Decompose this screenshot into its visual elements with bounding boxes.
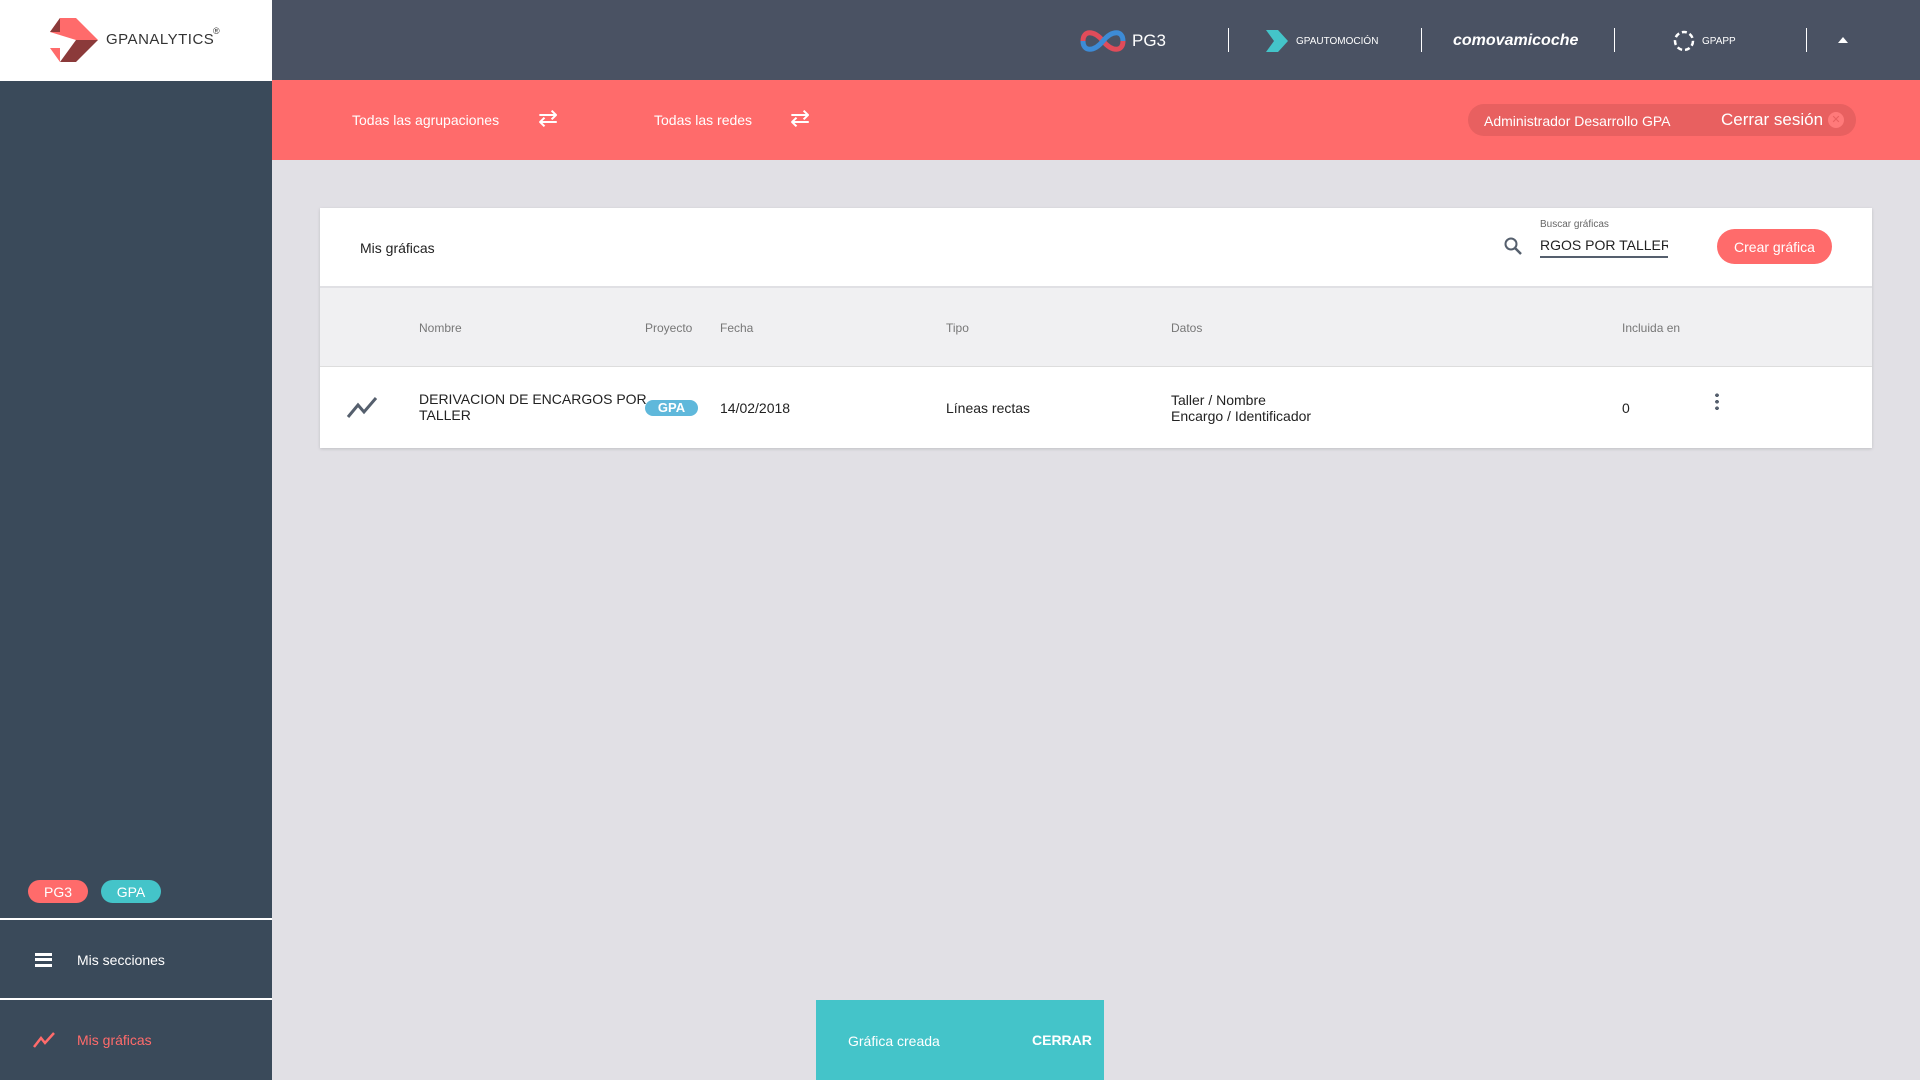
project-chip-gpa[interactable]: GPA [101, 880, 161, 903]
sidebar-item-label: Mis gráficas [77, 1032, 152, 1048]
brand-label: GPAUTOMOCIÓN [1296, 35, 1379, 47]
sidebar-item-mis-graficas[interactable]: Mis gráficas [0, 1000, 272, 1080]
sidebar: PG3 GPA Mis secciones Mis gráficas [0, 0, 272, 1080]
top-bar: PG3 GPAUTOMOCIÓN comovamicoche GPAPP [272, 0, 1920, 80]
app-logo[interactable]: GPANALYTICS ® [0, 0, 272, 81]
user-pill: Administrador Desarrollo GPA Cerrar sesi… [1468, 104, 1856, 136]
sidebar-item-mis-secciones[interactable]: Mis secciones [0, 920, 272, 1000]
brand-pg3[interactable]: PG3 [1080, 28, 1166, 54]
registered-mark: ® [213, 26, 220, 36]
gpautomocion-logo-icon [1266, 30, 1288, 52]
row-fecha: 14/02/2018 [720, 400, 791, 416]
caret-up-icon[interactable] [1838, 37, 1848, 43]
create-chart-button[interactable]: Crear gráfica [1717, 229, 1832, 264]
app-logo-text: GPANALYTICS [106, 31, 215, 48]
brand-gpapp[interactable]: GPAPP [1672, 28, 1736, 54]
snackbar-message: Gráfica creada [848, 1033, 940, 1049]
divider [0, 918, 272, 920]
brand-label: PG3 [1132, 31, 1167, 50]
project-badge: GPA [645, 400, 698, 416]
column-header-tipo[interactable]: Tipo [946, 321, 969, 335]
redes-label[interactable]: Todas las redes [654, 112, 753, 128]
brand-comovamicoche[interactable]: comovamicoche [1453, 28, 1578, 54]
divider [1806, 28, 1807, 52]
column-header-nombre[interactable]: Nombre [419, 321, 462, 335]
brand-label: GPAPP [1702, 35, 1736, 47]
divider [1228, 28, 1229, 52]
gpapp-logo-icon [1673, 30, 1695, 52]
row-datos-1: Taller / Nombre [1171, 392, 1266, 408]
menu-icon [35, 953, 52, 967]
snackbar: Gráfica creada CERRAR [816, 1000, 1104, 1080]
card-title: Mis gráficas [360, 240, 435, 256]
swap-icon[interactable]: ⇄ [790, 105, 811, 132]
row-incluida: 0 [1622, 400, 1630, 416]
line-chart-icon [33, 1032, 55, 1048]
column-header-incluida[interactable]: Incluida en [1622, 321, 1681, 335]
brand-label: comovamicoche [1453, 32, 1579, 49]
filter-bar: Todas las agrupaciones ⇄ Todas las redes… [272, 80, 1920, 160]
row-nombre: DERIVACION DE ENCARGOS POR TALLER [419, 391, 647, 423]
divider [1614, 28, 1615, 52]
logout-button[interactable]: Cerrar sesión [1721, 110, 1824, 129]
swap-icon[interactable]: ⇄ [538, 105, 559, 132]
divider [1421, 28, 1422, 52]
user-name: Administrador Desarrollo GPA [1484, 113, 1671, 129]
table-header: Nombre Proyecto Fecha Tipo Datos Incluid… [320, 286, 1872, 367]
graficas-card: Mis gráficas Buscar gráficas Crear gráfi… [320, 208, 1872, 448]
search-input[interactable] [1540, 234, 1668, 258]
column-header-fecha[interactable]: Fecha [720, 321, 754, 335]
row-tipo: Líneas rectas [946, 400, 1031, 416]
column-header-proyecto[interactable]: Proyecto [645, 321, 693, 335]
sidebar-item-label: Mis secciones [77, 952, 165, 968]
project-chip-pg3[interactable]: PG3 [28, 880, 88, 903]
gpa-logo-icon [50, 18, 98, 62]
column-header-datos[interactable]: Datos [1171, 321, 1203, 335]
brand-gpautomocion[interactable]: GPAUTOMOCIÓN [1264, 28, 1378, 54]
snackbar-close-button[interactable]: CERRAR [1032, 1032, 1092, 1048]
divider [0, 998, 272, 1000]
agrupaciones-label[interactable]: Todas las agrupaciones [352, 112, 500, 128]
row-datos-2: Encargo / Identificador [1171, 408, 1312, 424]
more-options-icon[interactable] [1715, 392, 1719, 412]
pg3-logo-icon [1080, 30, 1126, 52]
line-chart-icon [346, 397, 378, 418]
search-icon[interactable] [1503, 236, 1523, 256]
close-icon[interactable]: ✕ [1828, 112, 1844, 128]
search-label: Buscar gráficas [1540, 219, 1609, 230]
table-row[interactable]: DERIVACION DE ENCARGOS POR TALLER GPA 14… [320, 367, 1872, 448]
